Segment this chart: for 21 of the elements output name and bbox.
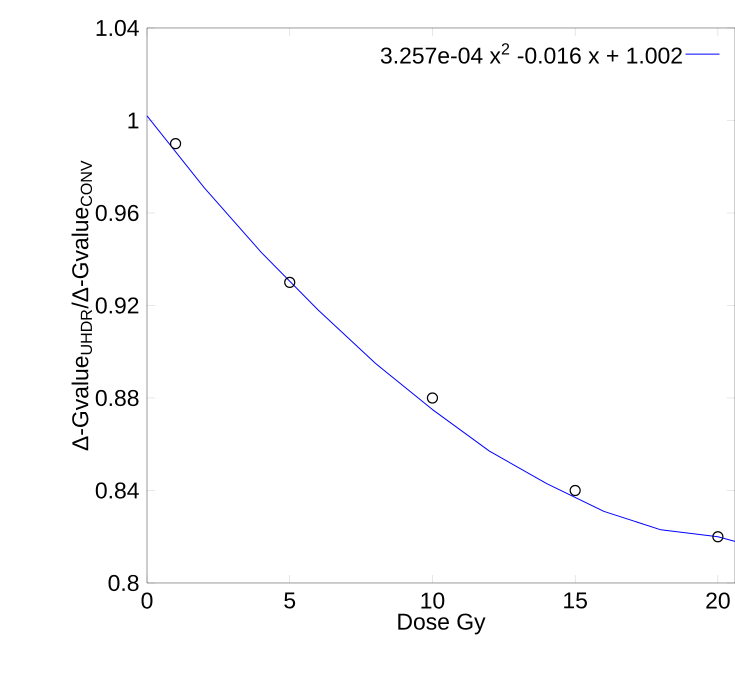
x-tick-label: 15 (564, 592, 587, 608)
y-axis-title: Δ-Gvalue$_{UHDR}$/Δ-Gvalue$_{CONV}$ (72, 160, 92, 450)
y-tick-label: 0.84 (96, 482, 139, 499)
x-tick-label: 5 (284, 592, 296, 608)
y-tick-label: 0.92 (96, 297, 138, 314)
point (170, 138, 182, 150)
point (712, 531, 724, 542)
x-tick-label: 20 (706, 592, 730, 609)
point (284, 276, 296, 288)
x-tick-label: 0 (142, 592, 152, 609)
line-series (146, 115, 735, 542)
x-tick-label: 10 (421, 592, 444, 609)
legend-label: 3.257e-04 x$^{2}$ -0.016 x + 1.002 (380, 43, 682, 64)
point (570, 484, 581, 496)
point (426, 392, 438, 404)
y-tick-label: 0.88 (96, 390, 138, 406)
y-tick-label: 1 (128, 112, 138, 128)
y-tick-label: 0.8 (108, 574, 138, 592)
y-tick-label: 0.96 (96, 204, 138, 222)
x-axis-title: Dose Gy (398, 614, 486, 634)
y-tick-label: 1.04 (96, 20, 139, 36)
